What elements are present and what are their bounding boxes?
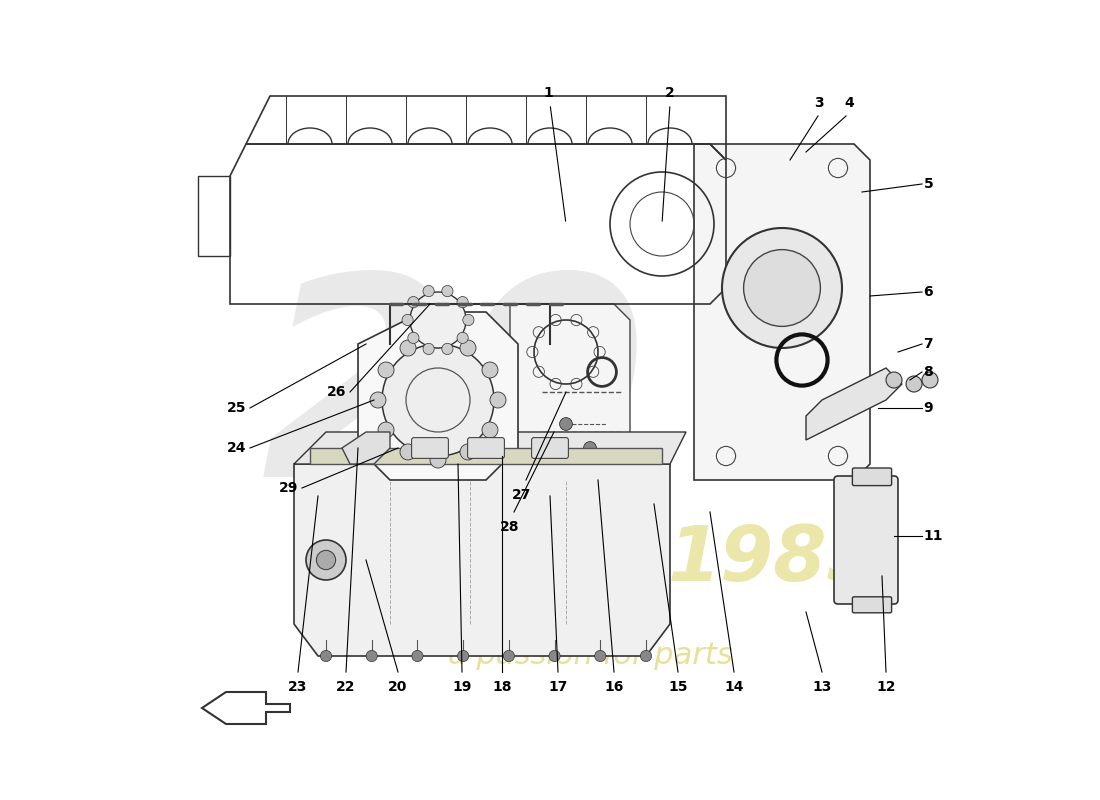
Circle shape (482, 362, 498, 378)
Circle shape (722, 228, 842, 348)
Circle shape (442, 343, 453, 354)
Text: 16: 16 (604, 680, 624, 694)
Text: 5: 5 (924, 177, 933, 191)
Circle shape (584, 442, 596, 454)
Circle shape (411, 650, 424, 662)
Circle shape (460, 340, 476, 356)
Text: 24: 24 (227, 441, 246, 455)
Polygon shape (694, 144, 870, 480)
Text: 1: 1 (543, 86, 553, 100)
Circle shape (424, 343, 434, 354)
Circle shape (744, 250, 821, 326)
Text: a passion for parts: a passion for parts (448, 642, 733, 670)
Text: 20: 20 (388, 680, 408, 694)
Circle shape (306, 540, 346, 580)
Circle shape (456, 297, 469, 308)
Text: 6: 6 (924, 285, 933, 299)
Circle shape (456, 332, 469, 343)
Text: 19: 19 (452, 680, 472, 694)
Polygon shape (358, 312, 518, 480)
Polygon shape (342, 432, 390, 464)
Circle shape (463, 314, 474, 326)
Circle shape (886, 372, 902, 388)
Circle shape (408, 297, 419, 308)
Polygon shape (510, 304, 630, 480)
Circle shape (460, 444, 476, 460)
Circle shape (378, 362, 394, 378)
FancyBboxPatch shape (852, 597, 892, 613)
Text: 7: 7 (924, 337, 933, 351)
Text: 25: 25 (227, 401, 246, 415)
Text: 3: 3 (814, 96, 824, 110)
Circle shape (560, 418, 572, 430)
Circle shape (482, 422, 498, 438)
FancyBboxPatch shape (531, 438, 569, 458)
Polygon shape (294, 432, 686, 464)
Text: 17: 17 (548, 680, 568, 694)
Circle shape (504, 650, 515, 662)
Circle shape (922, 372, 938, 388)
Text: 4: 4 (845, 96, 854, 110)
Text: 2: 2 (666, 86, 675, 100)
Circle shape (366, 650, 377, 662)
Circle shape (430, 452, 446, 468)
FancyBboxPatch shape (834, 476, 898, 604)
Text: 11: 11 (924, 529, 943, 543)
Text: 18: 18 (493, 680, 512, 694)
Polygon shape (294, 464, 670, 656)
Circle shape (430, 332, 446, 348)
Text: 12: 12 (877, 680, 895, 694)
Circle shape (410, 292, 466, 348)
Circle shape (549, 650, 560, 662)
Circle shape (408, 332, 419, 343)
Circle shape (442, 286, 453, 297)
Circle shape (490, 392, 506, 408)
Text: 20: 20 (261, 265, 647, 535)
Circle shape (640, 650, 651, 662)
Circle shape (370, 392, 386, 408)
Circle shape (402, 314, 414, 326)
Circle shape (382, 344, 494, 456)
FancyBboxPatch shape (852, 468, 892, 486)
Text: 26: 26 (327, 385, 346, 399)
Circle shape (424, 286, 434, 297)
Text: 15: 15 (669, 680, 688, 694)
Circle shape (400, 340, 416, 356)
Text: 13: 13 (812, 680, 832, 694)
Circle shape (458, 650, 469, 662)
Text: 22: 22 (337, 680, 355, 694)
Circle shape (400, 444, 416, 460)
Polygon shape (806, 368, 902, 440)
Circle shape (906, 376, 922, 392)
Text: 23: 23 (288, 680, 308, 694)
Polygon shape (310, 448, 662, 464)
Circle shape (595, 650, 606, 662)
FancyBboxPatch shape (468, 438, 505, 458)
Circle shape (317, 550, 336, 570)
Circle shape (378, 422, 394, 438)
Text: 8: 8 (924, 365, 933, 379)
Text: 9: 9 (924, 401, 933, 415)
Text: 1985: 1985 (668, 523, 880, 597)
Circle shape (320, 650, 331, 662)
Text: 14: 14 (724, 680, 744, 694)
FancyBboxPatch shape (411, 438, 449, 458)
Text: 27: 27 (513, 488, 531, 502)
Text: 28: 28 (500, 520, 519, 534)
Text: 29: 29 (278, 481, 298, 495)
